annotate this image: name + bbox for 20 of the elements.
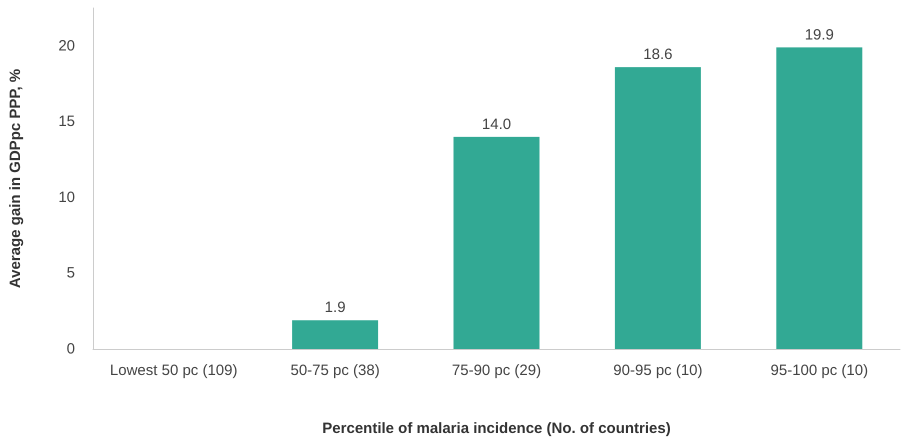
data-label: 19.9 xyxy=(804,26,834,44)
x-tick-label: 90-95 pc (10) xyxy=(613,362,703,379)
bar xyxy=(454,136,540,349)
x-axis-title: Percentile of malaria incidence (No. of countries) xyxy=(322,420,671,437)
data-label: 14.0 xyxy=(482,116,512,133)
bar xyxy=(614,67,701,349)
data-label: 1.9 xyxy=(324,299,346,316)
x-tick-label: Lowest 50 pc (109) xyxy=(110,362,238,379)
bar xyxy=(292,320,378,349)
y-tick-label: 10 xyxy=(58,188,75,206)
x-tick-label: 75-90 pc (29) xyxy=(452,362,542,379)
y-tick-label: 0 xyxy=(66,340,75,358)
bar xyxy=(776,47,862,349)
y-tick-label: 15 xyxy=(58,113,75,130)
y-tick-label: 5 xyxy=(66,264,75,282)
data-label: 18.6 xyxy=(643,46,672,64)
x-tick-label: 95-100 pc (10) xyxy=(770,362,868,379)
y-axis-title: Average gain in GDPpc PPP, % xyxy=(7,68,24,288)
y-tick-label: 20 xyxy=(58,37,75,54)
x-tick-label: 50-75 pc (38) xyxy=(290,362,380,379)
